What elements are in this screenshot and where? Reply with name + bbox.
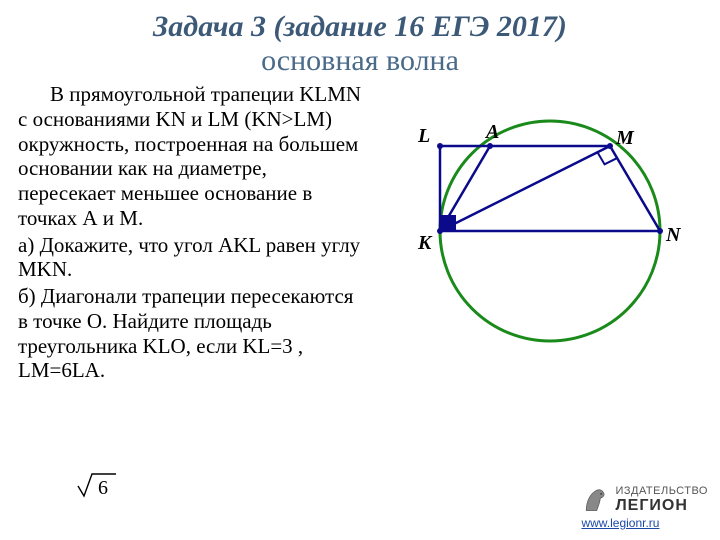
title-line2: основная волна [20,44,700,78]
figure: L A M K N [364,82,702,342]
brand-name: ЛЕГИОН [615,497,708,515]
svg-text:A: A [484,121,499,143]
publisher-logo: ИЗДАТЕЛЬСТВО ЛЕГИОН www.legionr.ru [581,485,708,530]
sqrt-value: 6 [98,477,108,499]
problem-intro: В прямоугольной трапеции KLMN с основани… [18,82,364,231]
problem-part-b: б) Диагонали трапеции пересекаются в точ… [18,284,364,383]
publisher-label: ИЗДАТЕЛЬСТВО [615,485,708,497]
problem-text: В прямоугольной трапеции KLMN с основани… [18,82,364,385]
problem-part-a: а) Докажите, что угол AKL равен углу MKN… [18,233,364,283]
publisher-url: www.legionr.ru [581,516,708,530]
svg-text:K: K [417,232,433,254]
title-block: Задача 3 (задание 16 ЕГЭ 2017) основная … [0,0,720,82]
horse-icon [581,486,609,514]
svg-text:L: L [417,125,430,147]
svg-text:N: N [665,224,682,246]
title-line1: Задача 3 (задание 16 ЕГЭ 2017) [20,10,700,44]
svg-text:M: M [615,127,635,149]
sqrt-expression: 6 [76,470,120,506]
geometry-diagram: L A M K N [370,76,710,356]
content-row: В прямоугольной трапеции KLMN с основани… [0,82,720,385]
